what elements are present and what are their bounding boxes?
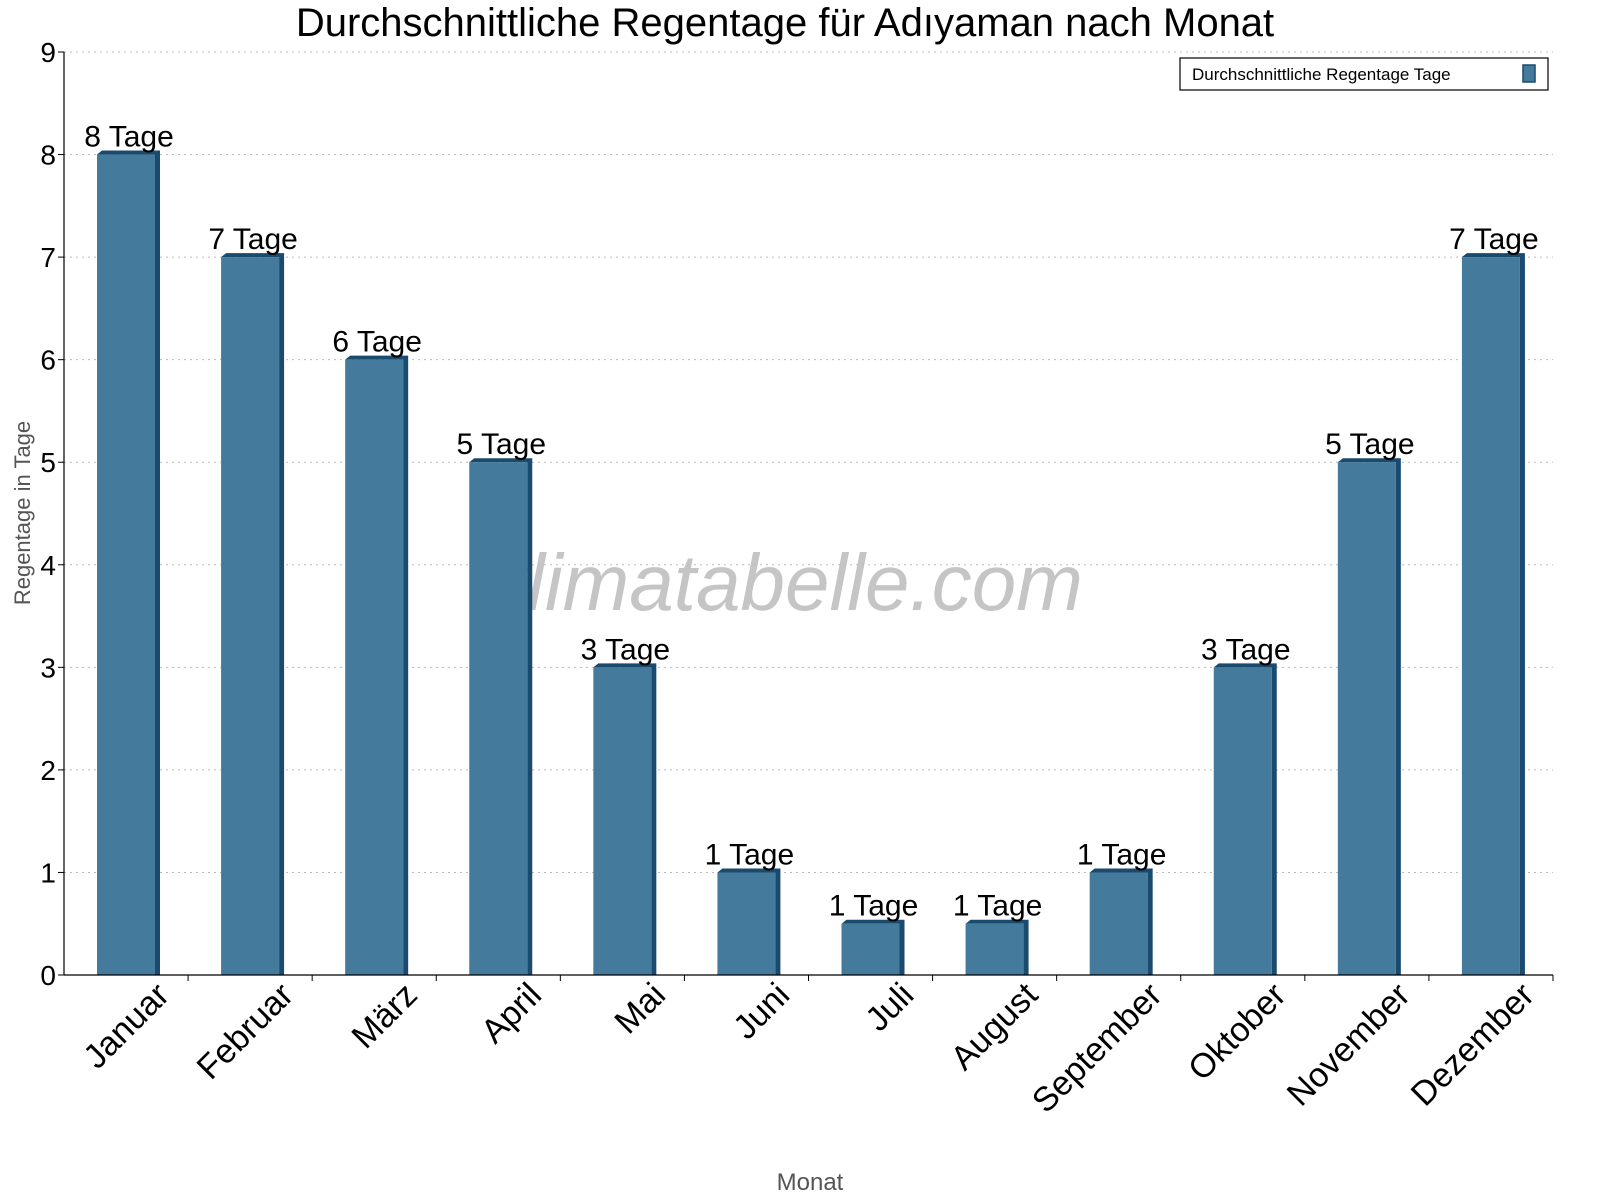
- chart-title: Durchschnittliche Regentage für Adıyaman…: [296, 1, 1274, 45]
- data-label: 8 Tage: [84, 121, 174, 154]
- bar: [345, 359, 404, 976]
- y-tick-label: 3: [40, 652, 56, 683]
- legend-label: Durchschnittliche Regentage Tage: [1192, 65, 1451, 84]
- data-label: 6 Tage: [332, 326, 422, 359]
- x-tick-label: Oktober: [1181, 976, 1293, 1088]
- data-label: 5 Tage: [1325, 428, 1415, 461]
- y-tick-label: 0: [40, 960, 56, 991]
- data-label: 3 Tage: [581, 633, 671, 666]
- x-tick-label: März: [345, 976, 425, 1056]
- data-label: 7 Tage: [1449, 223, 1539, 256]
- x-tick-label: August: [944, 975, 1046, 1077]
- y-tick-label: 9: [40, 37, 56, 68]
- x-axis-label: Monat: [777, 1169, 844, 1196]
- x-tick-label: Mai: [607, 976, 673, 1042]
- bars: 8 Tage 7 Tage 6 Tage 5 Tage 3 Tage 1 Tage 1 Ta…: [84, 121, 1539, 976]
- x-tick-label: Juni: [726, 976, 797, 1047]
- y-tick-label: 1: [40, 857, 56, 888]
- watermark: klimatabelle.com: [487, 538, 1083, 627]
- x-tick-label: April: [474, 976, 549, 1051]
- y-tick-label: 8: [40, 140, 56, 171]
- y-tick-label: 7: [40, 242, 56, 273]
- legend: Durchschnittliche Regentage Tage: [1179, 57, 1549, 91]
- y-tick-label: 4: [40, 550, 56, 581]
- legend-swatch: [1522, 64, 1536, 83]
- bar: [1337, 462, 1396, 975]
- data-label: 1 Tage: [829, 890, 919, 923]
- data-label: 1 Tage: [1077, 838, 1167, 871]
- grid: [64, 51, 1553, 873]
- bar: [841, 923, 900, 975]
- data-label: 1 Tage: [953, 890, 1043, 923]
- x-tick-label: November: [1280, 976, 1418, 1114]
- bar: [593, 667, 652, 975]
- bar: [97, 154, 155, 976]
- bar: [1461, 257, 1520, 976]
- data-label: 5 Tage: [456, 428, 546, 461]
- x-tick-label: Juli: [858, 976, 921, 1039]
- bar: [221, 257, 280, 976]
- y-tick-label: 6: [40, 345, 56, 376]
- bar: [965, 923, 1024, 975]
- y-tick-label: 5: [40, 447, 56, 478]
- y-axis-label: Regentage in Tage: [10, 421, 35, 605]
- bar: [469, 462, 528, 975]
- bar: [1089, 872, 1148, 975]
- data-label: 1 Tage: [705, 838, 795, 871]
- data-label: 7 Tage: [208, 223, 298, 256]
- bar: [1213, 667, 1272, 975]
- x-tick-label: Februar: [190, 976, 301, 1087]
- y-tick-label: 2: [40, 755, 56, 786]
- data-label: 3 Tage: [1201, 633, 1291, 666]
- x-tick-label: Januar: [76, 976, 176, 1076]
- x-tick-label: Dezember: [1404, 976, 1542, 1114]
- bar: [717, 872, 776, 975]
- x-tick-label: September: [1025, 976, 1169, 1120]
